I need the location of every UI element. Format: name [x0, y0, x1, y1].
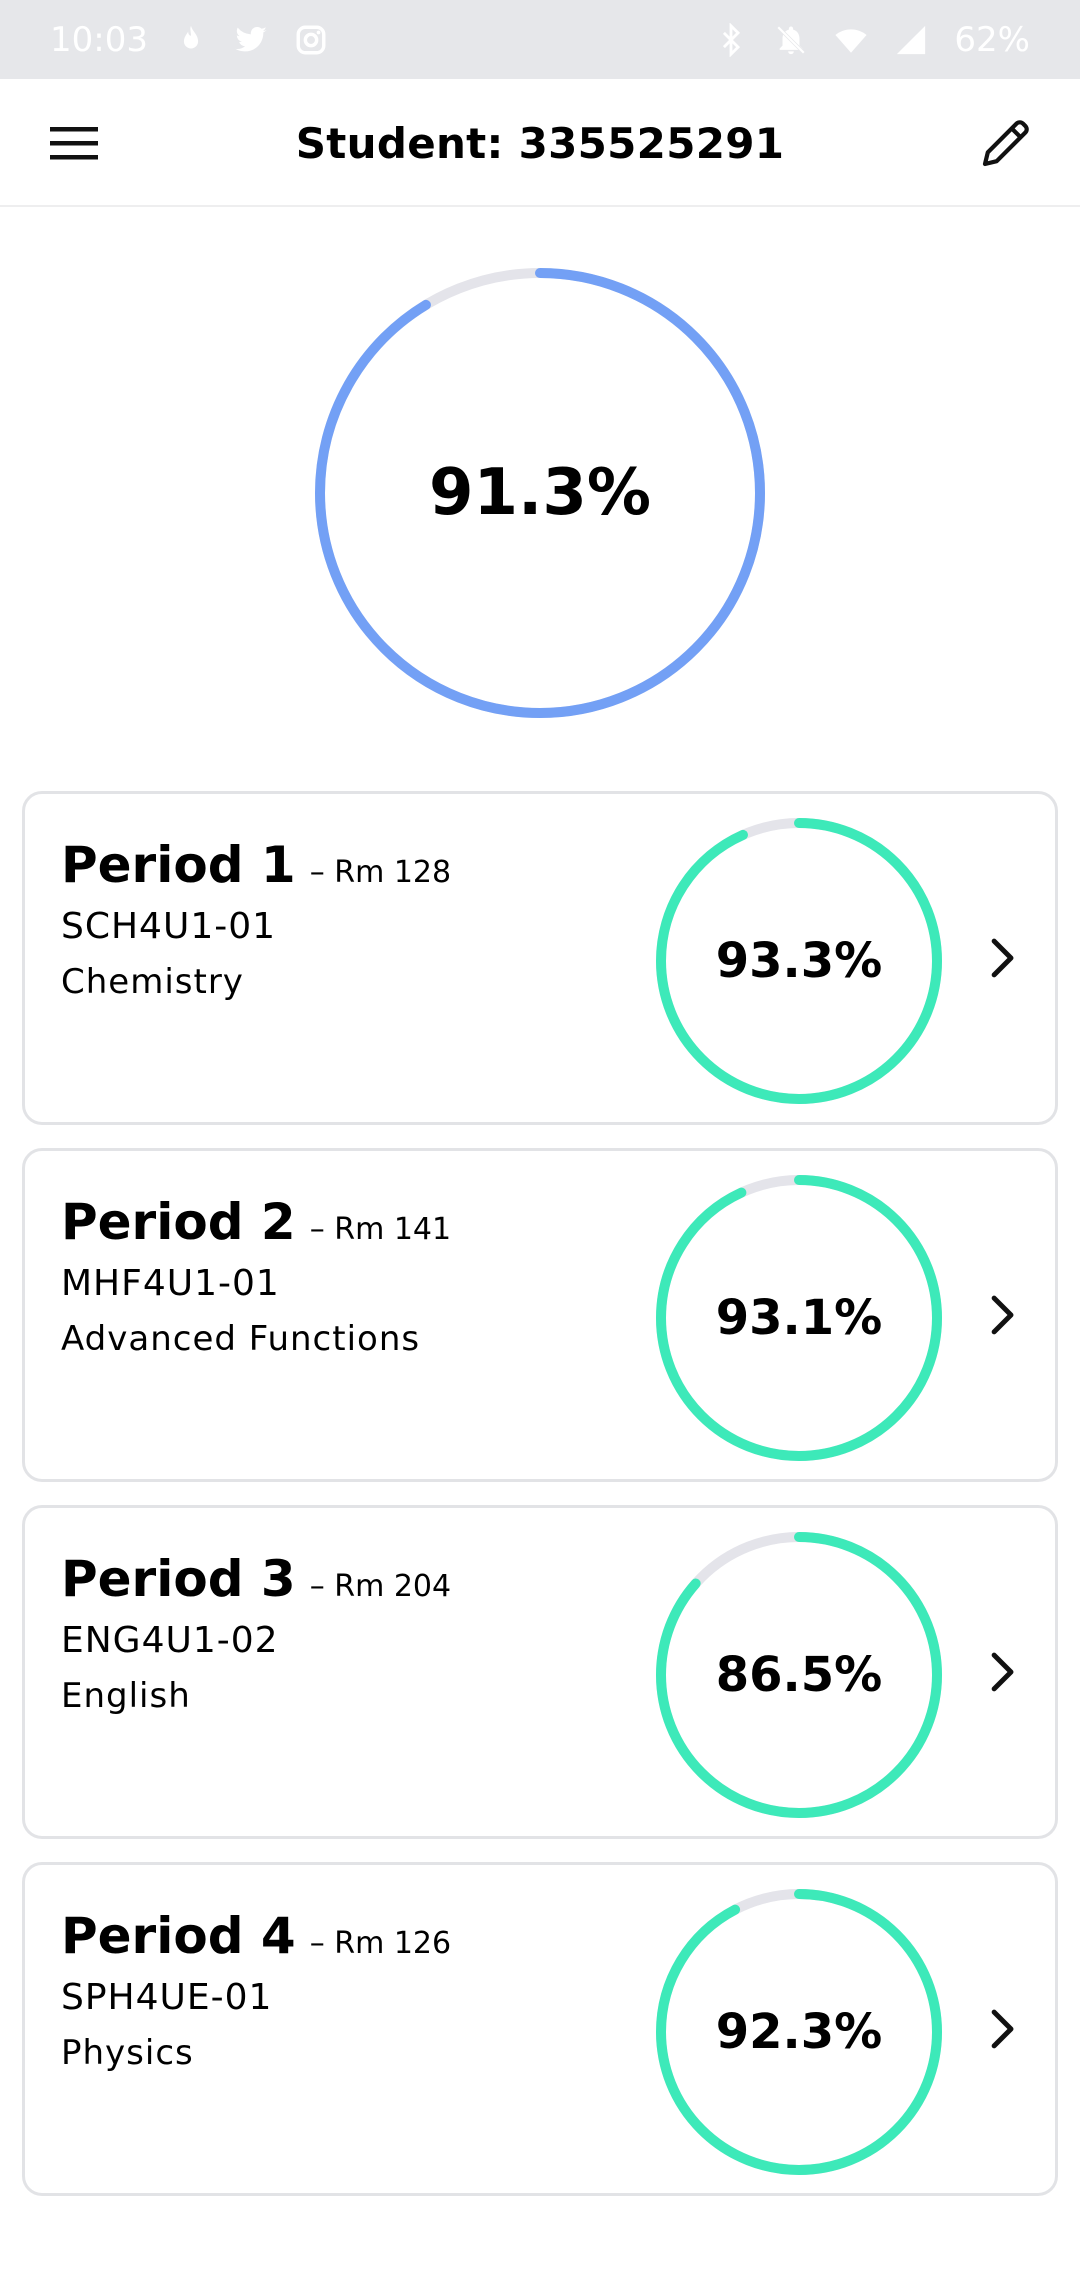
course-code: SPH4UE-01 [61, 1977, 273, 2018]
period-ring-progress [656, 818, 942, 1104]
overall-ring-progress [315, 268, 765, 718]
course-code: ENG4U1-02 [61, 1620, 279, 1661]
instagram-icon [294, 23, 328, 57]
period-card[interactable]: Period 3 – Rm 204 ENG4U1-02 English 86.5… [22, 1505, 1058, 1839]
app-bar: Student: 335525291 [0, 79, 1080, 207]
course-name: English [61, 1676, 191, 1716]
chevron-right-icon[interactable] [975, 1645, 1029, 1699]
menu-button[interactable] [38, 107, 110, 179]
pencil-icon [982, 120, 1029, 167]
period-name: Period 3 [61, 1550, 296, 1608]
notifications-off-icon [774, 23, 808, 57]
twitter-icon [234, 23, 268, 57]
cellular-signal-icon [894, 23, 928, 57]
wifi-icon [834, 23, 868, 57]
period-name: Period 4 [61, 1907, 296, 1965]
period-header: Period 1 – Rm 128 [61, 836, 451, 894]
period-header: Period 3 – Rm 204 [61, 1550, 451, 1608]
course-name: Advanced Functions [61, 1319, 421, 1359]
page-title: Student: 335525291 [295, 118, 785, 168]
room-number: – Rm 126 [309, 1926, 452, 1961]
period-ring-progress [656, 1532, 942, 1818]
bluetooth-icon [714, 22, 748, 57]
period-grade-ring: 93.1% [654, 1173, 944, 1463]
period-grade-ring: 92.3% [654, 1887, 944, 2177]
period-name: Period 2 [61, 1193, 296, 1251]
course-name: Chemistry [61, 962, 244, 1002]
period-card[interactable]: Period 4 – Rm 126 SPH4UE-01 Physics 92.3… [22, 1862, 1058, 2196]
room-number: – Rm 128 [309, 855, 452, 890]
flame-icon [174, 23, 208, 57]
battery-percentage: 62% [954, 19, 1030, 60]
overall-grade-value: 91.3% [428, 456, 652, 530]
period-header: Period 2 – Rm 141 [61, 1193, 451, 1251]
period-ring-progress [656, 1175, 942, 1461]
period-grade-value: 92.3% [715, 2004, 883, 2060]
period-header: Period 4 – Rm 126 [61, 1907, 451, 1965]
course-code: MHF4U1-01 [61, 1263, 280, 1304]
period-card[interactable]: Period 2 – Rm 141 MHF4U1-01 Advanced Fun… [22, 1148, 1058, 1482]
chevron-right-icon[interactable] [975, 931, 1029, 985]
period-ring-progress [656, 1889, 942, 2175]
period-grade-value: 93.1% [715, 1290, 883, 1346]
room-number: – Rm 204 [309, 1569, 452, 1604]
course-name: Physics [61, 2033, 194, 2073]
period-grade-value: 86.5% [715, 1647, 883, 1703]
edit-button[interactable] [966, 103, 1046, 183]
room-number: – Rm 141 [309, 1212, 452, 1247]
course-code: SCH4U1-01 [61, 906, 277, 947]
chevron-right-icon[interactable] [975, 1288, 1029, 1342]
period-grade-value: 93.3% [715, 933, 883, 989]
period-grade-ring: 93.3% [654, 816, 944, 1106]
period-grade-ring: 86.5% [654, 1530, 944, 1820]
status-bar: 10:03 62% [0, 0, 1080, 79]
chevron-right-icon[interactable] [975, 2002, 1029, 2056]
period-card[interactable]: Period 1 – Rm 128 SCH4U1-01 Chemistry 93… [22, 791, 1058, 1125]
overall-grade-ring: 91.3% [315, 268, 765, 718]
period-name: Period 1 [61, 836, 296, 894]
status-time: 10:03 [50, 19, 148, 60]
hamburger-menu-icon [50, 127, 98, 160]
